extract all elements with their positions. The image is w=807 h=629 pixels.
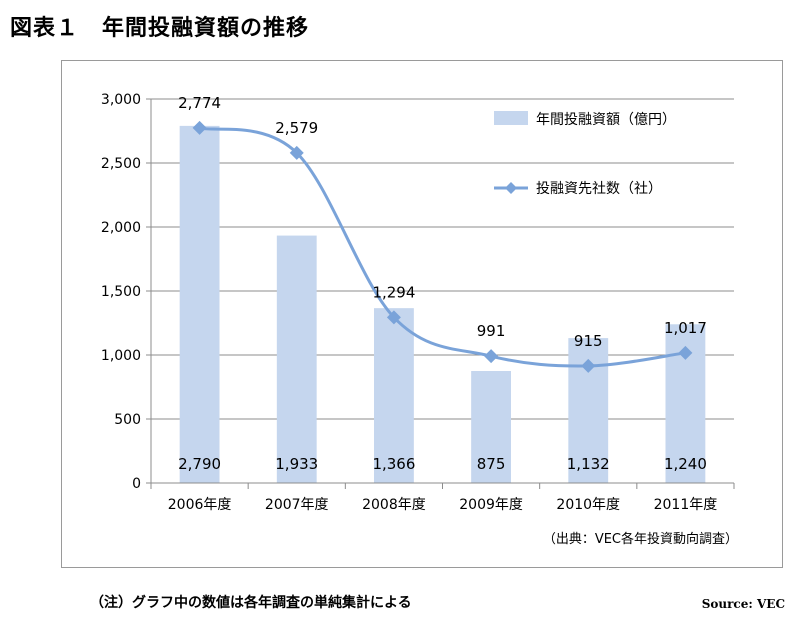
line-data-label: 991 bbox=[477, 322, 506, 340]
bar-data-label: 1,933 bbox=[275, 455, 318, 473]
bar-data-label: 875 bbox=[477, 455, 506, 473]
legend-line-marker bbox=[505, 182, 517, 194]
bar bbox=[471, 371, 512, 483]
line-point bbox=[192, 120, 207, 135]
legend: 年間投融資額（億円） 投融資先社数（社） bbox=[494, 111, 676, 197]
x-tick-label: 2006年度 bbox=[168, 497, 232, 513]
line-series bbox=[192, 120, 693, 373]
chart-note: （注）グラフ中の数値は各年調査の単純集計による bbox=[90, 595, 412, 611]
series-line bbox=[199, 126, 686, 368]
bar-series bbox=[179, 125, 706, 483]
axes: 0 500 1,000 1,500 2,000 2,500 3,000 2006年度 2007年… bbox=[101, 92, 735, 513]
x-tick-label: 2011年度 bbox=[654, 497, 718, 513]
bar bbox=[276, 235, 317, 483]
line-point bbox=[289, 145, 304, 160]
chart-source-annotation: （出典：VEC各年投資動向調査） bbox=[543, 531, 738, 547]
x-tick-label: 2010年度 bbox=[556, 497, 620, 513]
y-tick-label: 0 bbox=[132, 476, 141, 492]
line-data-label: 2,774 bbox=[178, 94, 221, 112]
line-data-label: 1,294 bbox=[372, 283, 415, 301]
figure-title: 図表１ 年間投融資額の推移 bbox=[10, 16, 310, 41]
bar bbox=[179, 125, 220, 483]
data-labels: 2,790 1,933 1,366 875 1,132 1,240 2,774 2,579 1,… bbox=[178, 94, 707, 473]
line-point bbox=[581, 358, 596, 373]
bar-data-label: 1,132 bbox=[567, 455, 610, 473]
y-tick-label: 1,000 bbox=[101, 348, 141, 364]
x-tick-label: 2009年度 bbox=[459, 497, 523, 513]
legend-bar-label: 年間投融資額（億円） bbox=[536, 112, 676, 128]
line-data-label: 1,017 bbox=[664, 319, 707, 337]
y-tick-label: 1,500 bbox=[101, 284, 141, 300]
legend-bar-swatch bbox=[494, 111, 528, 125]
source-credit: Source: VEC bbox=[701, 597, 785, 611]
bar-data-label: 1,366 bbox=[372, 455, 415, 473]
bar-data-label: 1,240 bbox=[664, 455, 707, 473]
chart-frame: 0 500 1,000 1,500 2,000 2,500 3,000 2006年度 2007年… bbox=[61, 60, 783, 568]
line-data-label: 2,579 bbox=[275, 119, 318, 137]
bar bbox=[373, 308, 414, 483]
line-point bbox=[678, 345, 693, 360]
gridlines bbox=[151, 98, 734, 420]
y-tick-label: 2,000 bbox=[101, 220, 141, 236]
legend-line-label: 投融資先社数（社） bbox=[536, 181, 662, 197]
line-point bbox=[484, 349, 499, 364]
y-tick-label: 500 bbox=[114, 412, 141, 428]
bar-data-label: 2,790 bbox=[178, 455, 221, 473]
investment-chart: 0 500 1,000 1,500 2,000 2,500 3,000 2006年度 2007年… bbox=[101, 92, 738, 547]
y-tick-label: 3,000 bbox=[101, 92, 141, 108]
line-point bbox=[386, 310, 401, 325]
y-tick-label: 2,500 bbox=[101, 156, 141, 172]
line-data-label: 915 bbox=[574, 332, 603, 350]
x-tick-label: 2007年度 bbox=[265, 497, 329, 513]
x-tick-label: 2008年度 bbox=[362, 497, 426, 513]
